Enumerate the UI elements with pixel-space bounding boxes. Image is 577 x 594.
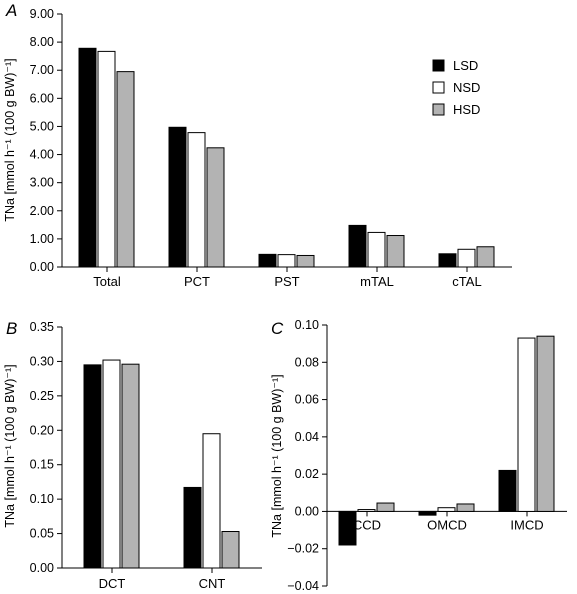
bar-total-nsd [97, 50, 116, 268]
panel-a-axes: 0.00 1.00 2.00 3.00 4.00 5.00 6.00 7.00 8.00 9.00… [30, 7, 512, 289]
panel-a-chart: A TNa [mmol h⁻¹ (100 g BW)⁻¹] 0.00 1.00 2.… [3, 1, 512, 289]
bar-pst-hsd [296, 254, 315, 268]
y-tick-label: 4.00 [30, 148, 54, 162]
bar-mtal-nsd [367, 231, 386, 268]
y-tick-label: 0.20 [30, 423, 54, 437]
y-tick-label: 0.15 [30, 458, 54, 472]
bar-ctal-lsd [438, 253, 457, 268]
panel-b-axes: 0.00 0.05 0.10 0.15 0.20 0.25 0.30 0.35 DCT CNT [30, 320, 262, 591]
y-tick-label: 0.00 [295, 504, 319, 518]
bar-ccd-hsd [376, 502, 395, 512]
bar-omcd-hsd [456, 503, 475, 512]
x-category-label: PCT [184, 274, 210, 289]
panel-c-chart: C TNa [mmol h⁻¹ (100 g BW)⁻¹] −0.04 −0.02… [270, 318, 567, 593]
y-tick-label: 0.02 [295, 467, 319, 481]
y-tick-label: 6.00 [30, 91, 54, 105]
panel-a-letter: A [5, 1, 17, 20]
y-tick-label: 0.06 [295, 393, 319, 407]
panel-c-letter: C [271, 319, 284, 338]
legend-label-hsd: HSD [453, 102, 480, 117]
y-tick-label: −0.02 [287, 542, 319, 556]
panel-b-chart: B TNa [mmol h⁻¹ (100 g BW)⁻¹] 0.000.050.… [3, 319, 262, 591]
bar-imcd-hsd [536, 335, 555, 512]
y-tick-label: 0.25 [30, 389, 54, 403]
panel-a-y-axis-label: TNa [mmol h⁻¹ (100 g BW)⁻¹] [3, 58, 17, 221]
y-tick-label: 0.30 [30, 354, 54, 368]
bar-omcd-nsd [437, 507, 456, 512]
legend-label-nsd: NSD [453, 80, 480, 95]
bar-dct-nsd [102, 359, 121, 569]
bar-ctal-nsd [457, 248, 476, 268]
y-tick-label: 9.00 [30, 7, 54, 21]
y-tick-label: 0.00 [30, 561, 54, 575]
x-category-label: DCT [99, 576, 126, 591]
bar-ctal-hsd [476, 246, 495, 268]
bar-cnt-nsd [202, 433, 221, 569]
bar-pct-lsd [168, 126, 187, 268]
legend-label-lsd: LSD [453, 58, 478, 73]
bar-total-hsd [116, 71, 135, 268]
x-category-label: CCD [353, 517, 381, 532]
bar-dct-lsd [83, 364, 102, 569]
y-tick-label: 3.00 [30, 176, 54, 190]
panel-b-letter: B [6, 319, 17, 338]
legend: LSD NSD HSD [432, 58, 480, 117]
legend-swatch-nsd [432, 81, 445, 94]
bar-dct-hsd [121, 363, 140, 569]
y-tick-label: 1.00 [30, 232, 54, 246]
bar-mtal-lsd [348, 224, 367, 268]
bar-pct-hsd [206, 147, 225, 268]
y-tick-label: 7.00 [30, 63, 54, 77]
y-tick-label: 0.05 [30, 527, 54, 541]
y-tick-label: 8.00 [30, 35, 54, 49]
bar-imcd-nsd [517, 337, 536, 512]
legend-swatch-lsd [432, 59, 445, 72]
bar-imcd-lsd [498, 469, 517, 512]
bar-mtal-hsd [386, 235, 405, 268]
bar-total-lsd [78, 47, 97, 268]
bar-ccd-nsd [357, 509, 376, 512]
y-tick-label: 2.00 [30, 204, 54, 218]
y-tick-label: 0.08 [295, 355, 319, 369]
y-tick-label: 0.10 [295, 318, 319, 332]
y-tick-label: 0.00 [30, 260, 54, 274]
panel-a-bars [78, 47, 495, 268]
x-category-label: IMCD [510, 517, 543, 532]
bar-cnt-lsd [183, 486, 202, 569]
y-tick-label: 0.35 [30, 320, 54, 334]
x-category-label: CNT [199, 576, 226, 591]
bar-pst-lsd [258, 253, 277, 268]
bar-pst-nsd [277, 254, 296, 268]
y-tick-label: 5.00 [30, 119, 54, 133]
panel-b-bars [83, 359, 240, 569]
bar-cnt-hsd [221, 531, 240, 569]
legend-swatch-hsd [432, 103, 445, 116]
x-category-label: mTAL [360, 274, 394, 289]
bar-pct-nsd [187, 132, 206, 268]
y-tick-label: 0.04 [295, 430, 319, 444]
panel-b-y-axis-label: TNa [mmol h⁻¹ (100 g BW)⁻¹] [3, 364, 17, 527]
x-category-label: OMCD [427, 517, 467, 532]
panel-c-y-axis-label: TNa [mmol h⁻¹ (100 g BW)⁻¹] [270, 374, 284, 537]
bar-omcd-lsd [418, 510, 437, 516]
x-category-label: cTAL [452, 274, 481, 289]
bar-ccd-lsd [338, 510, 357, 546]
y-tick-label: −0.04 [287, 579, 319, 593]
x-category-label: PST [274, 274, 299, 289]
panel-c-bars [338, 335, 555, 546]
y-tick-label: 0.10 [30, 492, 54, 506]
x-category-label: Total [93, 274, 121, 289]
